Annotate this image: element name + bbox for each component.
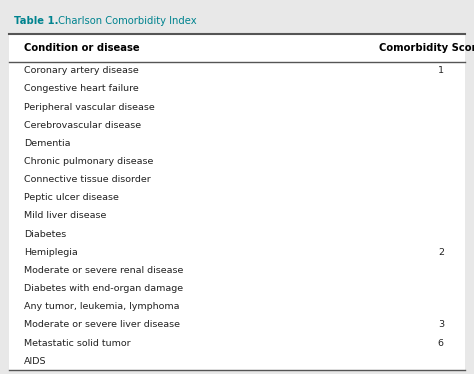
Text: 1: 1	[438, 66, 444, 75]
Text: AIDS: AIDS	[24, 357, 46, 366]
Text: Hemiplegia: Hemiplegia	[24, 248, 77, 257]
Text: Coronary artery disease: Coronary artery disease	[24, 66, 138, 75]
Text: 2: 2	[438, 248, 444, 257]
Text: Any tumor, leukemia, lymphoma: Any tumor, leukemia, lymphoma	[24, 302, 179, 311]
Text: Comorbidity Score: Comorbidity Score	[379, 43, 474, 53]
Text: Moderate or severe liver disease: Moderate or severe liver disease	[24, 321, 180, 329]
Text: 3: 3	[438, 321, 444, 329]
Text: Cerebrovascular disease: Cerebrovascular disease	[24, 121, 141, 130]
Bar	[9, 7, 465, 34]
Text: Peripheral vascular disease: Peripheral vascular disease	[24, 102, 155, 111]
Text: Table 1.: Table 1.	[14, 16, 59, 25]
Text: Moderate or severe renal disease: Moderate or severe renal disease	[24, 266, 183, 275]
Text: Metastatic solid tumor: Metastatic solid tumor	[24, 338, 130, 347]
Text: Condition or disease: Condition or disease	[24, 43, 139, 53]
Text: Dementia: Dementia	[24, 139, 70, 148]
Text: Mild liver disease: Mild liver disease	[24, 211, 106, 221]
Bar	[9, 34, 465, 370]
Text: Diabetes with end-organ damage: Diabetes with end-organ damage	[24, 284, 183, 293]
Text: Chronic pulmonary disease: Chronic pulmonary disease	[24, 157, 153, 166]
Text: Peptic ulcer disease: Peptic ulcer disease	[24, 193, 119, 202]
Text: Congestive heart failure: Congestive heart failure	[24, 85, 138, 94]
Text: Diabetes: Diabetes	[24, 230, 66, 239]
Text: 6: 6	[438, 338, 444, 347]
Text: Connective tissue disorder: Connective tissue disorder	[24, 175, 150, 184]
Text: Charlson Comorbidity Index: Charlson Comorbidity Index	[55, 16, 196, 25]
